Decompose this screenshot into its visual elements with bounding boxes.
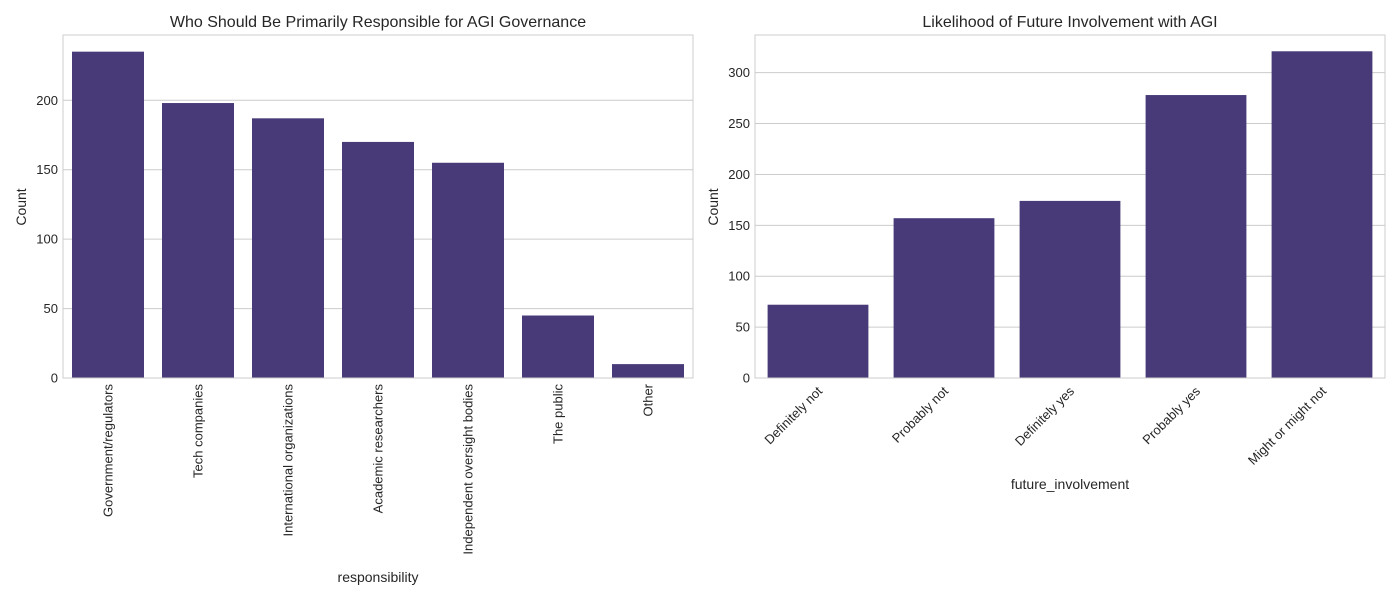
responsibility-chart-bar xyxy=(612,364,684,378)
responsibility-chart-y-tick-label: 100 xyxy=(36,232,58,247)
future-involvement-chart-x-tick-label: Might or might not xyxy=(1245,383,1329,467)
responsibility-chart-bar xyxy=(252,118,324,379)
responsibility-chart-bar xyxy=(72,51,144,378)
responsibility-chart-title: Who Should Be Primarily Responsible for … xyxy=(170,14,586,31)
responsibility-chart-bar xyxy=(342,141,414,378)
responsibility-chart: 0 50 100 150 200 Government/regulators Tech co… xyxy=(13,14,694,585)
responsibility-chart-y-tick-label: 150 xyxy=(36,162,58,177)
future-involvement-chart-x-tick-label: Definitely not xyxy=(761,383,825,447)
future-involvement-chart-y-tick-label: 100 xyxy=(728,269,750,284)
responsibility-chart-x-tick-label: Government/regulators xyxy=(101,384,116,517)
responsibility-chart-x-tick-label: International organizations xyxy=(281,384,296,537)
responsibility-chart-bar xyxy=(432,162,504,378)
future-involvement-chart-plot-area: 0 50 100 150 200 250 300 Definitely not Probably… xyxy=(728,34,1386,468)
responsibility-chart-y-tick-label: 200 xyxy=(36,93,58,108)
responsibility-chart-x-tick-label: Tech companies xyxy=(191,384,206,478)
responsibility-chart-x-tick-label: Academic researchers xyxy=(371,384,386,514)
responsibility-chart-x-tick-label: The public xyxy=(551,384,566,444)
future-involvement-chart-x-tick-label: Definitely yes xyxy=(1012,383,1078,449)
future-involvement-chart-y-axis-label: Count xyxy=(705,188,721,225)
future-involvement-chart-bar xyxy=(1145,95,1247,378)
responsibility-chart-y-tick-label: 50 xyxy=(44,301,58,316)
future-involvement-chart: 0 50 100 150 200 250 300 Definitely not Probably… xyxy=(705,14,1386,492)
responsibility-chart-frame xyxy=(62,34,694,379)
responsibility-chart-y-axis-label: Count xyxy=(13,188,29,225)
responsibility-chart-bar xyxy=(162,103,234,379)
responsibility-chart-x-tick-label: Other xyxy=(641,383,656,416)
future-involvement-chart-y-tick-label: 150 xyxy=(728,218,750,233)
future-involvement-chart-frame xyxy=(754,34,1386,379)
responsibility-chart-bar xyxy=(522,315,594,378)
responsibility-chart-y-tick-label: 0 xyxy=(51,371,58,386)
future-involvement-chart-y-tick-label: 300 xyxy=(728,65,750,80)
future-involvement-chart-y-tick-label: 200 xyxy=(728,167,750,182)
responsibility-chart-plot-area: 0 50 100 150 200 Government/regulators Tech co… xyxy=(36,34,694,555)
future-involvement-chart-title: Likelihood of Future Involvement with AG… xyxy=(922,14,1217,31)
future-involvement-chart-bar xyxy=(1019,200,1121,378)
future-involvement-chart-bar xyxy=(1271,51,1373,379)
future-involvement-chart-bar xyxy=(767,304,869,378)
future-involvement-chart-x-tick-label: Probably yes xyxy=(1139,383,1203,447)
responsibility-chart-x-tick-label: Independent oversight bodies xyxy=(461,384,476,555)
future-involvement-chart-bar xyxy=(893,218,995,378)
future-involvement-chart-y-tick-label: 0 xyxy=(743,371,750,386)
future-involvement-chart-y-tick-label: 250 xyxy=(728,116,750,131)
future-involvement-chart-x-tick-label: Probably not xyxy=(889,383,951,445)
future-involvement-chart-x-axis-label: future_involvement xyxy=(1011,476,1129,492)
responsibility-chart-x-axis-label: responsibility xyxy=(338,569,419,585)
future-involvement-chart-y-tick-label: 50 xyxy=(736,320,750,335)
